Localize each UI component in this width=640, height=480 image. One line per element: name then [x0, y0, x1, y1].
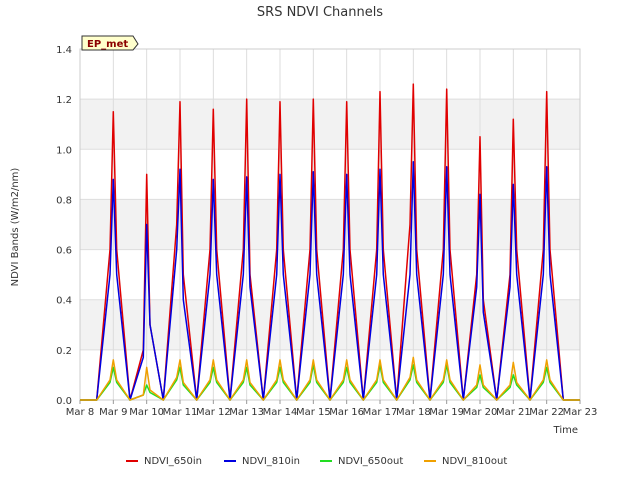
y-tick-label: 0.4	[56, 296, 72, 307]
x-tick-label: Mar 19	[429, 407, 464, 418]
legend-label: NDVI_650in	[144, 456, 202, 467]
y-tick-label: 0.6	[56, 246, 72, 257]
y-tick-label: 1.4	[56, 45, 72, 56]
x-tick-label: Mar 15	[296, 407, 331, 418]
legend: NDVI_650in NDVI_810in NDVI_650out NDVI_810o…	[126, 456, 507, 467]
y-tick-label: 0.8	[56, 195, 72, 206]
x-axis-title: Time	[553, 425, 578, 436]
legend-label: NDVI_810out	[442, 456, 507, 467]
y-axis-title: NDVI Bands (W/m2/nm)	[10, 168, 21, 287]
x-tick-label: Mar 14	[263, 407, 298, 418]
x-tick-label: Mar 23	[563, 407, 598, 418]
x-tick-label: Mar 13	[229, 407, 264, 418]
x-tick-label: Mar 8	[66, 407, 94, 418]
legend-label: NDVI_650out	[338, 456, 403, 467]
x-tick-label: Mar 10	[129, 407, 164, 418]
x-tick-label: Mar 17	[363, 407, 398, 418]
plot-band	[80, 299, 580, 350]
x-tick-label: Mar 21	[496, 407, 531, 418]
ep-met-badge: EP_met	[81, 35, 139, 51]
plot-band	[80, 199, 580, 250]
series-line-ndvi_810in	[80, 161, 580, 401]
x-tick-label: Mar 16	[329, 407, 364, 418]
chart-title: SRS NDVI Channels	[257, 5, 383, 20]
series-line-ndvi_810out	[80, 356, 580, 401]
x-tick-label: Mar 20	[463, 407, 498, 418]
plot-band	[80, 99, 580, 150]
y-tick-label: 0.2	[56, 346, 72, 357]
badge-label: EP_met	[87, 39, 128, 50]
x-tick-label: Mar 12	[196, 407, 231, 418]
y-axis-ticks: 0.0 0.2 0.4 0.6 0.8 1.0 1.2 1.4	[56, 45, 72, 407]
x-tick-label: Mar 18	[396, 407, 431, 418]
series-lines	[80, 83, 580, 401]
plot-background-bands	[80, 99, 580, 350]
y-tick-label: 0.0	[56, 396, 72, 407]
legend-label: NDVI_810in	[242, 456, 300, 467]
x-tick-label: Mar 11	[163, 407, 198, 418]
x-tick-label: Mar 9	[99, 407, 127, 418]
y-tick-label: 1.2	[56, 95, 72, 106]
x-tick-label: Mar 22	[529, 407, 564, 418]
y-tick-label: 1.0	[56, 145, 72, 156]
